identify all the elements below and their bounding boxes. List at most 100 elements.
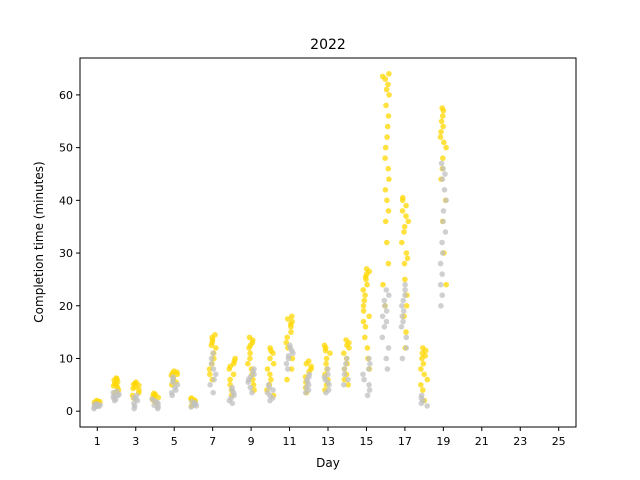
data-point-silver-day-14-1 [345,376,351,383]
data-point-gold-day-15-6 [366,313,372,320]
data-point-gold-day-14-10 [343,337,349,343]
data-point-silver-day-1-7 [93,401,100,407]
data-point-gold-day-17-12 [405,218,412,225]
data-point-silver-day-12-7 [306,371,313,378]
data-point-gold-day-19-6 [440,155,446,161]
data-point-gold-day-15-11 [360,287,367,293]
data-point-silver-day-17-5 [399,313,406,320]
data-point-gold-day-10-3 [268,376,274,383]
data-point-gold-day-12-8 [305,358,312,364]
data-point-silver-day-16-6 [379,313,386,320]
data-point-gold-day-15-10 [362,292,368,299]
data-point-silver-day-10-3 [264,389,271,396]
data-point-gold-day-10-5 [264,366,271,372]
data-point-silver-day-19-1 [439,292,446,299]
y-tick-label-50: 50 [59,142,73,155]
data-point-silver-day-19-6 [439,239,445,246]
data-point-silver-day-19-12 [439,176,446,182]
x-tick-label-13: 13 [321,435,335,448]
data-point-silver-day-7-0 [210,389,216,396]
data-point-gold-day-10-10 [267,345,273,351]
x-axis-ticks: 1 3 5 7 9 11 13 15 17 19 21 23 25 [94,427,566,448]
data-point-silver-day-2-7 [114,388,120,395]
data-point-silver-day-9-7 [251,366,257,372]
data-point-silver-day-15-4 [360,371,366,378]
x-tick-label-23: 23 [513,435,527,448]
data-point-silver-day-16-3 [379,334,386,341]
data-point-gold-day-18-5 [418,366,424,372]
data-point-silver-day-16-7 [383,308,390,314]
data-point-silver-day-7-4 [210,366,217,372]
data-point-gold-day-13-10 [321,342,328,349]
x-tick-label-1: 1 [94,435,101,448]
data-point-gold-day-11-11 [289,313,295,320]
data-point-gold-day-2-9 [113,375,120,381]
data-point-silver-day-16-8 [382,303,388,309]
data-point-gold-day-16-18 [385,81,391,88]
data-point-silver-day-15-0 [364,392,371,399]
data-point-silver-day-11-1 [283,360,290,367]
data-point-gold-day-17-5 [402,276,408,283]
data-point-gold-day-3-9 [133,379,139,386]
data-point-silver-day-16-11 [383,287,390,293]
data-point-silver-day-17-9 [402,292,408,299]
x-tick-label-19: 19 [436,435,450,448]
data-point-silver-day-14-2 [341,371,348,378]
data-point-silver-day-6-5 [189,398,195,405]
data-point-gold-day-5-8 [171,368,177,374]
data-point-gold-day-16-7 [382,187,389,193]
data-point-silver-day-16-2 [385,345,392,351]
data-point-silver-day-13-7 [324,366,331,372]
data-point-silver-day-5-7 [170,374,176,380]
data-point-gold-day-16-20 [379,73,386,80]
data-point-gold-day-7-11 [212,332,218,338]
data-point-silver-day-7-7 [210,350,216,357]
x-tick-label-5: 5 [171,435,178,448]
data-point-gold-day-16-5 [385,208,392,214]
y-tick-label-40: 40 [59,194,73,207]
data-point-silver-day-15-2 [366,382,372,388]
data-point-silver-day-17-11 [402,281,408,288]
data-point-gold-day-7-6 [213,345,219,351]
data-point-silver-day-15-5 [366,366,372,372]
data-point-silver-day-14-3 [341,366,348,372]
data-point-gold-day-16-16 [386,92,392,98]
x-tick-label-15: 15 [359,435,373,448]
data-point-gold-day-19-10 [438,129,444,135]
data-point-gold-day-17-7 [404,255,411,262]
data-point-silver-day-14-4 [343,360,349,367]
data-point-gold-day-19-11 [440,123,447,130]
data-point-silver-day-18-4 [418,392,425,399]
y-tick-label-10: 10 [59,352,73,365]
data-point-gold-day-16-10 [382,155,388,161]
data-point-gold-day-8-4 [230,371,237,378]
data-points [91,71,450,412]
data-point-gold-day-17-9 [399,239,405,246]
data-point-gold-day-11-9 [289,318,295,325]
data-point-silver-day-16-0 [384,366,391,372]
data-point-gold-day-15-5 [360,318,367,325]
data-point-gold-day-14-6 [341,350,347,357]
data-point-gold-day-16-8 [386,176,392,182]
data-point-gold-day-16-14 [385,113,392,119]
data-point-gold-day-13-7 [327,350,333,357]
x-tick-label-25: 25 [552,435,566,448]
data-point-silver-day-19-14 [440,165,446,172]
data-point-gold-day-16-11 [382,144,389,151]
data-point-gold-day-16-17 [383,86,390,93]
data-point-gold-day-19-7 [443,144,449,151]
data-point-silver-day-11-3 [285,353,292,359]
data-point-silver-day-13-6 [325,371,331,378]
data-point-gold-day-18-1 [420,387,426,393]
data-point-silver-day-13-1 [325,387,332,393]
data-point-silver-day-7-6 [208,355,215,362]
data-point-gold-day-9-7 [247,350,253,357]
data-point-gold-day-16-6 [384,197,390,204]
data-point-gold-day-12-6 [308,363,315,370]
data-point-silver-day-17-4 [400,318,406,325]
data-point-gold-day-8-3 [227,376,233,383]
data-point-silver-day-16-5 [383,318,390,325]
data-point-gold-day-19-9 [437,134,444,140]
data-point-gold-day-10-4 [267,371,273,378]
